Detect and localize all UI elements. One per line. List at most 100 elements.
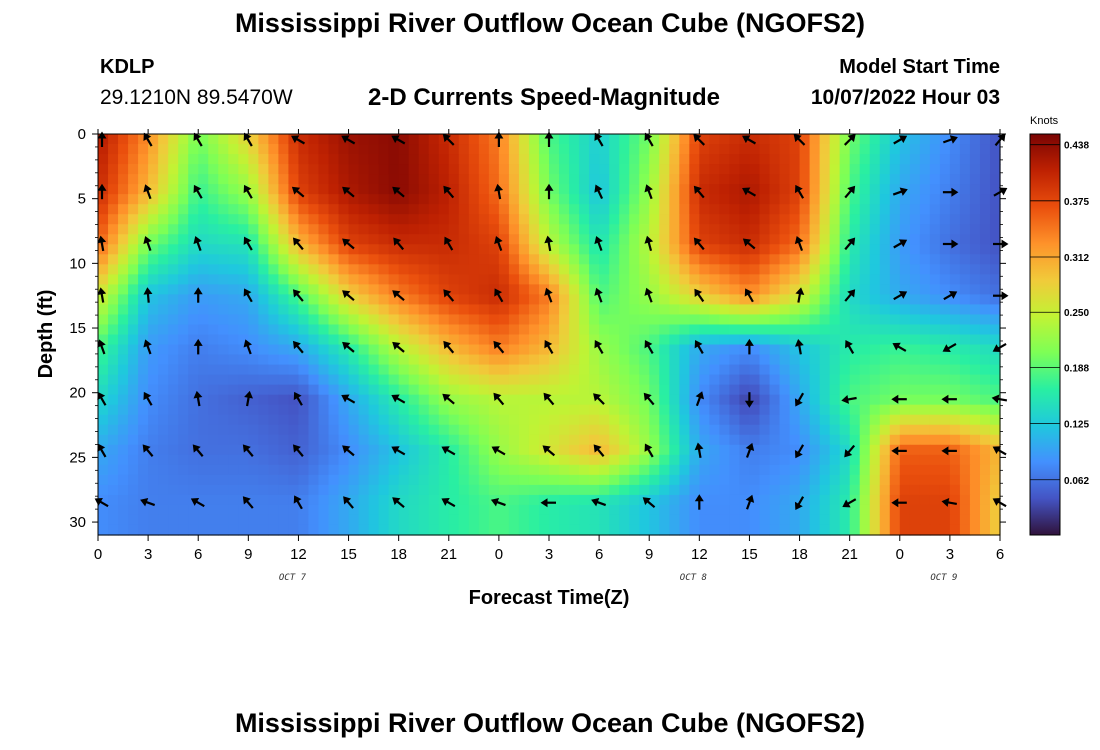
heatmap-cell (438, 224, 450, 235)
heatmap-cell (448, 414, 460, 426)
arrow-head (494, 131, 504, 139)
heatmap-cell (619, 364, 630, 376)
heatmap-cell (128, 424, 139, 436)
heatmap-cell (468, 514, 480, 526)
arrow-shaft (797, 392, 805, 403)
heatmap-cell (609, 294, 620, 306)
heatmap-cell (689, 514, 700, 526)
heatmap-cell (859, 214, 871, 225)
heatmap-cell (759, 524, 771, 536)
current-vector-arrow (795, 287, 805, 303)
heatmap-cell (589, 244, 600, 255)
heatmap-cell (589, 264, 600, 275)
heatmap-cell (538, 364, 550, 376)
heatmap-cell (108, 434, 119, 446)
heatmap-cell (408, 464, 420, 476)
heatmap-cell (518, 224, 530, 235)
current-vector-arrow (291, 135, 306, 145)
heatmap-cell (498, 474, 510, 486)
heatmap-cell (699, 324, 710, 336)
heatmap-cell (859, 404, 871, 416)
heatmap-cell (819, 354, 831, 366)
heatmap-cell (929, 384, 941, 396)
heatmap-cell (809, 464, 821, 476)
heatmap-cell (448, 464, 460, 476)
heatmap-cell (518, 384, 530, 396)
heatmap-cell (438, 454, 450, 466)
heatmap-cell (258, 434, 269, 446)
heatmap-cell (839, 334, 851, 346)
current-vector-arrow (794, 339, 804, 355)
x-tick-label: 6 (996, 546, 1004, 563)
arrow-shaft (100, 292, 105, 303)
heatmap-cell (859, 374, 871, 386)
heatmap-cell (368, 134, 380, 145)
heatmap-cell (398, 184, 410, 195)
current-vector-arrow (594, 340, 604, 355)
heatmap-cell (308, 384, 320, 396)
heatmap-cell (659, 184, 670, 195)
heatmap-cell (248, 214, 259, 225)
heatmap-cell (378, 354, 390, 366)
arrow-shaft (99, 396, 107, 406)
heatmap-cell (959, 134, 971, 145)
heatmap-cell (528, 414, 540, 426)
heatmap-cell (108, 144, 119, 155)
heatmap-cell (498, 434, 510, 446)
heatmap-cell (228, 424, 239, 436)
heatmap-cell (629, 494, 640, 506)
heatmap-cell (899, 374, 911, 386)
heatmap-cell (158, 504, 169, 516)
heatmap-cell (829, 194, 841, 205)
heatmap-cell (528, 484, 540, 496)
heatmap-cell (609, 154, 620, 165)
heatmap-cell (478, 474, 490, 486)
heatmap-cell (729, 444, 741, 456)
current-vector-arrow (892, 342, 907, 352)
current-vector-arrow (643, 392, 655, 406)
heatmap-cell (278, 224, 290, 235)
heatmap-cell (128, 394, 139, 406)
arrow-shaft (595, 500, 607, 507)
heatmap-cell (829, 144, 841, 155)
arrow-shaft (100, 240, 105, 252)
heatmap-cell (709, 254, 720, 265)
heatmap-cell (559, 384, 570, 396)
heatmap-cell (358, 384, 370, 396)
heatmap-cell (188, 474, 199, 486)
heatmap-cell (288, 164, 300, 175)
heatmap-cell (979, 404, 991, 416)
heatmap-cell (919, 144, 931, 155)
heatmap-cell (619, 334, 630, 346)
heatmap-cell (358, 454, 370, 466)
heatmap-cell (488, 314, 500, 326)
heatmap-cell (128, 254, 139, 265)
heatmap-cell (268, 344, 279, 356)
heatmap-cell (348, 424, 360, 436)
heatmap-cell (669, 234, 680, 245)
heatmap-cell (118, 184, 129, 195)
heatmap-cell (579, 404, 590, 416)
heatmap-cell (388, 294, 400, 306)
heatmap-cell (729, 384, 741, 396)
heatmap-cell (488, 134, 500, 145)
heatmap-cell (979, 364, 991, 376)
heatmap-cell (188, 384, 199, 396)
heatmap-cell (569, 134, 580, 145)
heatmap-cell (569, 234, 580, 245)
heatmap-cell (98, 174, 109, 185)
heatmap-cell (428, 474, 440, 486)
heatmap-cell (789, 494, 801, 506)
heatmap-cell (799, 464, 811, 476)
heatmap-cell (388, 434, 400, 446)
heatmap-cell (438, 424, 450, 436)
heatmap-cell (939, 454, 951, 466)
heatmap-cell (589, 254, 600, 265)
heatmap-cell (749, 354, 761, 366)
y-tick-label: 25 (69, 449, 86, 466)
heatmap-cell (929, 494, 941, 506)
heatmap-cell (308, 484, 320, 496)
heatmap-cell (478, 404, 490, 416)
heatmap-cell (819, 244, 831, 255)
heatmap-cell (749, 364, 761, 376)
